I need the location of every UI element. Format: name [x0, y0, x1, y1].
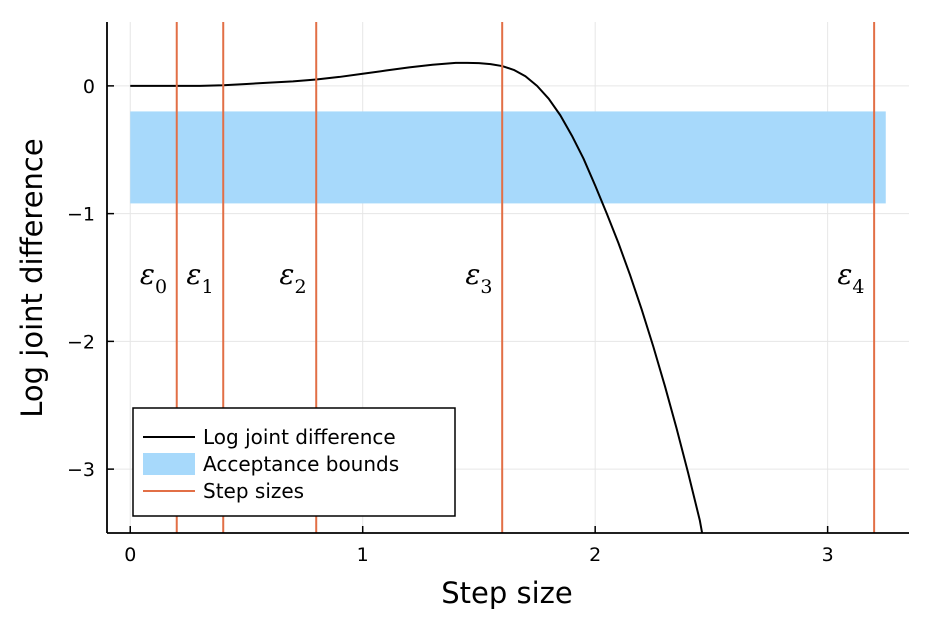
epsilon-label-3: ε3 [465, 258, 492, 298]
epsilon-subscript-1: 1 [201, 276, 213, 298]
x-tick-label-1: 1 [357, 544, 369, 566]
grid [107, 22, 909, 533]
legend-swatch-acceptance-bounds [143, 453, 195, 475]
ticks: 0 1 2 3 0 −1 −2 −3 [67, 76, 834, 566]
epsilon-label-0: ε0 [140, 258, 167, 298]
legend: Log joint difference Acceptance bounds S… [132, 407, 456, 517]
epsilon-symbol-1: ε [186, 258, 201, 291]
step-size-annotations: ε0 ε1 ε2 ε3 ε4 [140, 258, 865, 298]
y-tick-label-3: −3 [67, 459, 95, 481]
y-tick-label-1: −1 [67, 204, 95, 226]
x-tick-label-0: 0 [124, 544, 136, 566]
legend-label-acceptance-bounds: Acceptance bounds [203, 452, 399, 476]
axes [106, 22, 909, 534]
epsilon-label-4: ε4 [837, 258, 864, 298]
epsilon-symbol-0: ε [140, 258, 155, 291]
epsilon-subscript-3: 3 [480, 276, 492, 298]
y-tick-label-2: −2 [67, 331, 95, 353]
legend-label-step-sizes: Step sizes [203, 479, 304, 503]
epsilon-symbol-4: ε [837, 258, 852, 291]
acceptance-bounds-band [130, 111, 886, 204]
epsilon-label-1: ε1 [186, 258, 213, 298]
epsilon-subscript-4: 4 [852, 276, 864, 298]
acceptance-bounds-layer [130, 111, 886, 204]
x-axis-title: Step size [441, 576, 572, 610]
x-tick-label-2: 2 [589, 544, 601, 566]
epsilon-symbol-2: ε [279, 258, 294, 291]
legend-label-log-joint: Log joint difference [203, 425, 396, 449]
epsilon-subscript-0: 0 [155, 276, 167, 298]
epsilon-symbol-3: ε [465, 258, 480, 291]
epsilon-subscript-2: 2 [294, 276, 306, 298]
y-tick-label-0: 0 [83, 76, 95, 98]
epsilon-label-2: ε2 [279, 258, 306, 298]
y-axis-title: Log joint difference [15, 138, 49, 417]
x-tick-label-3: 3 [822, 544, 834, 566]
